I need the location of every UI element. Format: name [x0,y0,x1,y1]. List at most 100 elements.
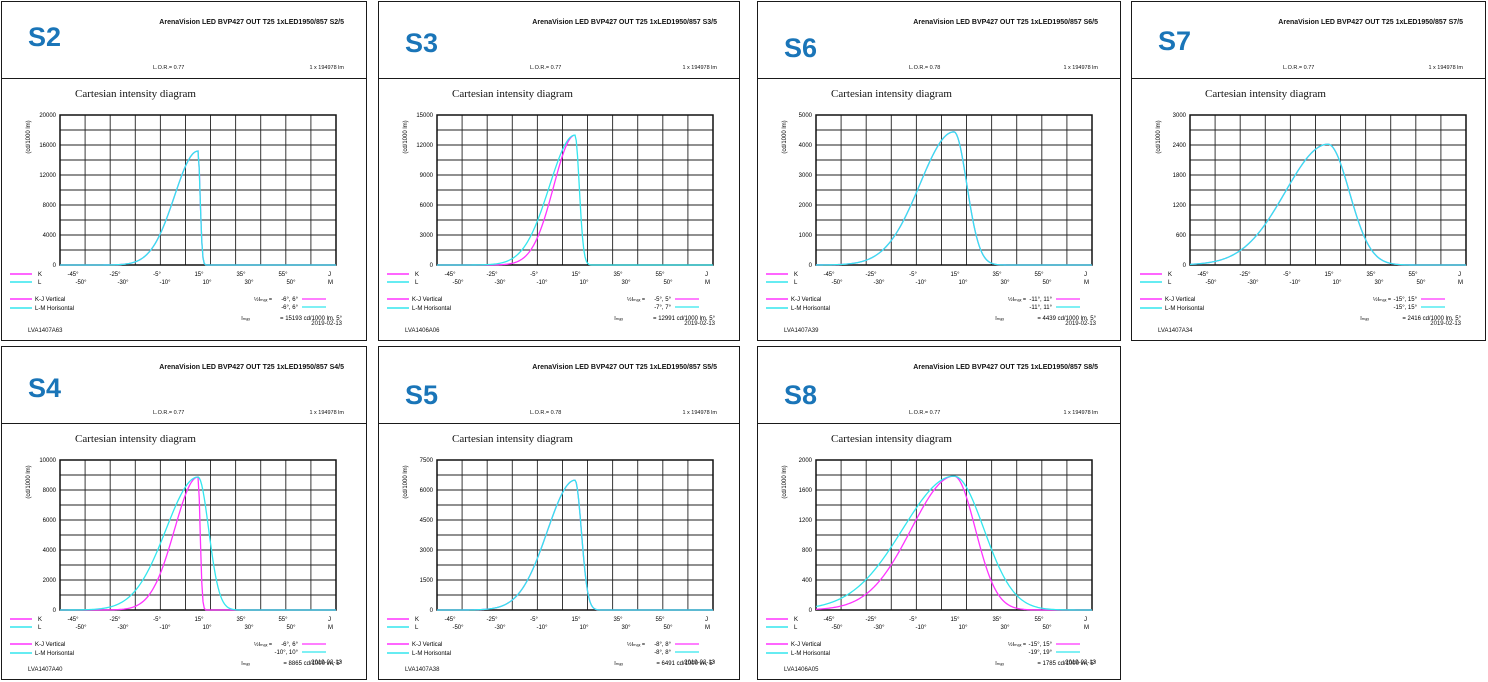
x-tick-label: 30° [1374,280,1384,286]
legend-horizontal-label: L-M Horisontal [412,651,451,657]
imax-value: = 1785 cd/1000 lm, 5° [1037,661,1096,667]
x-tick-label: -30° [873,625,885,631]
axis-row-start-letter: K [794,617,798,623]
lamp-flux: 1 x 194978 lm [682,410,717,416]
x-tick-label: -25° [486,617,498,623]
axis-row-start-letter: K [415,617,419,623]
half-angle-label: ½Iₘₐₓ = [1008,296,1026,303]
y-tick-label: 1800 [1173,173,1187,179]
axis-row-end-letter: M [328,280,333,286]
datasheet-panel-s8: S8 ArenaVision LED BVP427 OUT T25 1xLED19… [757,346,1121,680]
plot-frame [436,459,714,611]
issue-date: 2019-02-13 [311,321,342,327]
x-tick-label: -30° [1247,280,1259,286]
y-axis-label: (cd/1000 lm) [782,465,788,498]
product-suffix: S5/5 [702,364,717,371]
intensity-chart: 0 1500 3000 4500 6000 7500 (cd/1000 lm) K -45° -2… [387,458,716,667]
x-tick-label: -30° [494,625,506,631]
half-angle-horizontal: -10°, 10° [275,650,299,656]
panel-header: S2 ArenaVision LED BVP427 OUT T25 1xLED19… [2,2,366,79]
horizontal-curve [60,476,336,611]
y-tick-label: 6000 [420,488,434,494]
axis-row-end-letter: M [1084,280,1089,286]
x-tick-label: 35° [613,272,623,278]
panel-id-label: S7 [1158,26,1192,56]
x-tick-label: -5° [1283,272,1291,278]
chart-title: Cartesian intensity diagram [452,88,573,100]
y-axis-label: (cd/1000 lm) [403,120,409,153]
x-tick-label: -10° [1289,280,1301,286]
y-tick-label: 0 [809,263,813,269]
lor-value: L.O.R.= 0.77 [530,65,562,71]
y-tick-label: 4000 [799,143,813,149]
y-tick-label: 1600 [799,488,813,494]
chart-title: Cartesian intensity diagram [75,88,196,100]
datasheet-panel-s5: S5 ArenaVision LED BVP427 OUT T25 1xLED19… [378,346,740,680]
x-tick-label: 55° [1034,272,1044,278]
legend-vertical-label: K-J Vertical [35,642,65,648]
half-angle-vertical: -5°, 5° [654,297,671,303]
datasheet-panel-s3: S3 ArenaVision LED BVP427 OUT T25 1xLED19… [378,1,740,341]
imax-label: Iₘₐₓ [241,316,250,322]
product-suffix: S4/5 [329,364,344,371]
x-tick-label: -45° [1197,272,1209,278]
half-angle-vertical: -11°, 11° [1029,297,1052,303]
x-tick-label: 55° [278,272,288,278]
x-tick-label: -50° [452,280,464,286]
product-text: ArenaVision LED BVP427 OUT T25 1xLED1950… [532,364,701,371]
axis-row-start-letter: L [38,280,42,286]
x-tick-label: -10° [159,625,171,631]
x-tick-label: -50° [75,625,87,631]
y-tick-label: 6000 [420,203,434,209]
product-name: ArenaVision LED BVP427 OUT T25 1xLED1950… [159,364,344,371]
lamp-flux: 1 x 194978 lm [1428,65,1463,71]
half-angle-horizontal: -8°, 8° [654,650,671,656]
axis-row-end-letter: J [328,272,331,278]
axis-row-end-letter: M [705,280,710,286]
x-tick-label: -45° [67,617,79,623]
y-tick-label: 2000 [799,203,813,209]
x-tick-label: -25° [486,272,498,278]
x-tick-label: 30° [621,625,631,631]
product-suffix: S3/5 [702,19,717,26]
y-tick-label: 2000 [43,578,57,584]
x-tick-label: 55° [278,617,288,623]
plot-frame [1189,114,1467,266]
half-angle-horizontal: -7°, 7° [654,305,671,311]
y-tick-label: 4500 [420,518,434,524]
product-name: ArenaVision LED BVP427 OUT T25 1xLED1950… [1278,19,1463,26]
lor-value: L.O.R.= 0.78 [530,410,562,416]
x-tick-label: -45° [444,272,456,278]
lamp-flux: 1 x 194978 lm [1063,65,1098,71]
legend-vertical-label: K-J Vertical [412,642,442,648]
legend-horizontal-label: L-M Horisontal [35,306,74,312]
product-name: ArenaVision LED BVP427 OUT T25 1xLED1950… [532,364,717,371]
axis-row-end-letter: M [328,625,333,631]
legend-vertical-label: K-J Vertical [791,297,821,303]
product-name: ArenaVision LED BVP427 OUT T25 1xLED1950… [913,364,1098,371]
lor-value: L.O.R.= 0.78 [909,65,941,71]
y-tick-label: 4000 [43,548,57,554]
panel-id-label: S6 [784,33,818,63]
datasheet-panel-s6: S6 ArenaVision LED BVP427 OUT T25 1xLED19… [757,1,1121,341]
imax-value: = 2416 cd/1000 lm, 5° [1402,316,1461,322]
y-axis-label: (cd/1000 lm) [26,120,32,153]
imax-label: Iₘₐₓ [241,661,250,667]
chart-title: Cartesian intensity diagram [452,433,573,445]
vertical-curve [60,476,336,611]
x-tick-label: 10° [1332,280,1342,286]
axis-row-start-letter: K [38,272,42,278]
y-tick-label: 12000 [39,173,56,179]
x-tick-label: 50° [663,280,673,286]
x-tick-label: 10° [579,625,589,631]
axis-row-end-letter: M [705,625,710,631]
half-angle-horizontal: -15°, 15° [1394,305,1418,311]
y-tick-label: 5000 [799,113,813,119]
y-axis-label: (cd/1000 lm) [782,120,788,153]
x-tick-label: -5° [530,272,538,278]
legend-vertical-label: K-J Vertical [1165,297,1195,303]
x-tick-label: -45° [823,272,835,278]
x-tick-label: 15° [1324,272,1334,278]
reference-code: LVA1407A38 [405,667,440,673]
x-tick-label: -10° [159,280,171,286]
